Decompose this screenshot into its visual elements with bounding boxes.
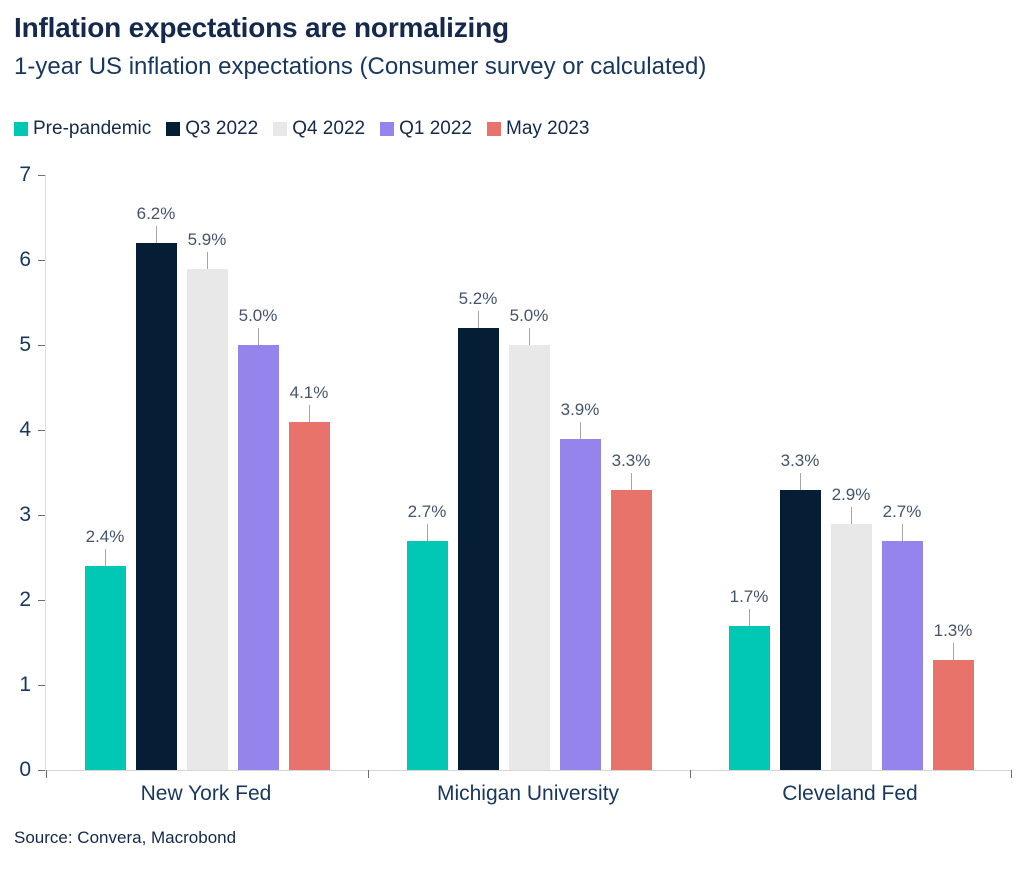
legend-label: Pre-pandemic (33, 118, 152, 139)
leader-line (800, 472, 801, 490)
bar-q1-2022-new-york-fed (237, 345, 279, 770)
leader-line (427, 523, 428, 541)
y-tick-mark (38, 429, 45, 431)
x-category-label: Cleveland Fed (782, 782, 918, 805)
bar-pre-pandemic-new-york-fed (84, 566, 126, 770)
chart-title: Inflation expectations are normalizing (14, 12, 509, 43)
y-tick-label-0: 0 (19, 758, 31, 781)
legend-swatch (273, 122, 288, 136)
bar-pre-pandemic-cleveland-fed (728, 625, 770, 770)
bar-value-label: 3.9% (560, 399, 600, 419)
chart-subtitle: 1-year US inflation expectations (Consum… (14, 53, 707, 80)
bar-value-label: 3.3% (611, 450, 651, 470)
bar-q4-2022-new-york-fed (186, 268, 228, 770)
plot-area: 2.4% 6.2% 5.9% 5.0% 4.1% 2.7% 5.2% 5.0% 3.9% 3.3%… (45, 175, 1012, 778)
bar-value-label: 5.2% (458, 289, 498, 308)
bar-q3-2022-new-york-fed (135, 243, 177, 770)
y-tick-label-5: 5 (19, 333, 31, 356)
bar-value-label: 5.0% (509, 306, 549, 325)
leader-line (851, 506, 852, 524)
y-tick-label-4: 4 (19, 418, 31, 441)
y-tick-label-3: 3 (19, 503, 31, 526)
leader-line (529, 328, 530, 345)
leader-line (478, 311, 479, 328)
bar-value-label: 3.3% (780, 450, 820, 470)
bar-q3-2022-cleveland-fed (779, 489, 821, 770)
source-note: Source: Convera, Macrobond (14, 828, 237, 847)
x-category-label: Michigan University (436, 782, 620, 805)
bar-may-2023-michigan-university (610, 489, 652, 770)
y-tick-mark (38, 769, 45, 771)
legend-swatch (166, 122, 181, 136)
bar-q1-2022-michigan-university (559, 438, 601, 770)
bar-value-label: 2.4% (85, 527, 125, 546)
y-tick-label-2: 2 (19, 588, 31, 611)
bar-may-2023-cleveland-fed (932, 659, 974, 770)
y-tick-mark (38, 514, 45, 516)
chart-header: Inflation expectations are normalizing 1… (14, 12, 706, 81)
bar-value-label: 1.7% (729, 586, 769, 606)
legend-label: Q1 2022 (399, 118, 472, 139)
x-tick-mark (368, 770, 369, 778)
leader-line (580, 421, 581, 439)
y-tick-mark (38, 259, 45, 261)
legend-item-q3-2022: Q3 2022 (166, 118, 258, 140)
x-axis-labels: New York Fed Michigan University Cleveland… (45, 782, 1011, 812)
legend-label: Q3 2022 (185, 118, 259, 139)
bar-q1-2022-cleveland-fed (881, 540, 923, 770)
legend-item-may-2023: May 2023 (487, 118, 589, 140)
bar-value-label: 2.9% (831, 484, 871, 504)
leader-line (309, 404, 310, 422)
legend-swatch (380, 122, 395, 136)
leader-line (631, 472, 632, 490)
x-tick-mark (1011, 770, 1012, 778)
legend-item-q4-2022: Q4 2022 (273, 118, 365, 140)
bar-pre-pandemic-michigan-university (406, 540, 448, 770)
bar-q3-2022-michigan-university (457, 328, 499, 770)
legend-label: Q4 2022 (292, 118, 366, 139)
y-tick-label-7: 7 (19, 163, 31, 186)
leader-line (953, 642, 954, 660)
legend-item-pre-pandemic: Pre-pandemic (14, 118, 151, 140)
x-tick-mark (46, 770, 47, 778)
bar-value-label: 6.2% (136, 204, 176, 223)
leader-line (258, 328, 259, 345)
y-tick-label-1: 1 (19, 673, 31, 696)
x-category-label: New York Fed (140, 782, 272, 805)
y-tick-mark (38, 174, 45, 176)
legend: Pre-pandemic Q3 2022 Q4 2022 Q1 2022 May 202… (14, 118, 589, 140)
x-tick-mark (690, 770, 691, 778)
bar-q4-2022-michigan-university (508, 345, 550, 770)
leader-line (749, 608, 750, 626)
leader-line (902, 523, 903, 541)
legend-swatch (14, 122, 28, 136)
legend-label: May 2023 (506, 118, 590, 139)
leader-line (105, 549, 106, 566)
bar-value-label: 1.3% (933, 620, 973, 640)
bar-value-label: 2.7% (882, 501, 922, 521)
bar-value-label: 5.0% (238, 306, 278, 325)
leader-line (156, 226, 157, 243)
bar-value-label: 4.1% (289, 382, 329, 402)
y-tick-mark (38, 599, 45, 601)
bar-value-label: 2.7% (407, 501, 447, 521)
bar-may-2023-new-york-fed (288, 421, 330, 770)
y-tick-label-6: 6 (19, 248, 31, 271)
leader-line (207, 251, 208, 269)
legend-swatch (487, 122, 501, 136)
bar-q4-2022-cleveland-fed (830, 523, 872, 770)
y-tick-mark (38, 344, 45, 346)
bar-value-label: 5.9% (187, 229, 227, 249)
y-tick-mark (38, 684, 45, 686)
legend-item-q1-2022: Q1 2022 (380, 118, 472, 140)
y-axis: 0 1 2 3 4 5 6 7 (0, 163, 45, 781)
